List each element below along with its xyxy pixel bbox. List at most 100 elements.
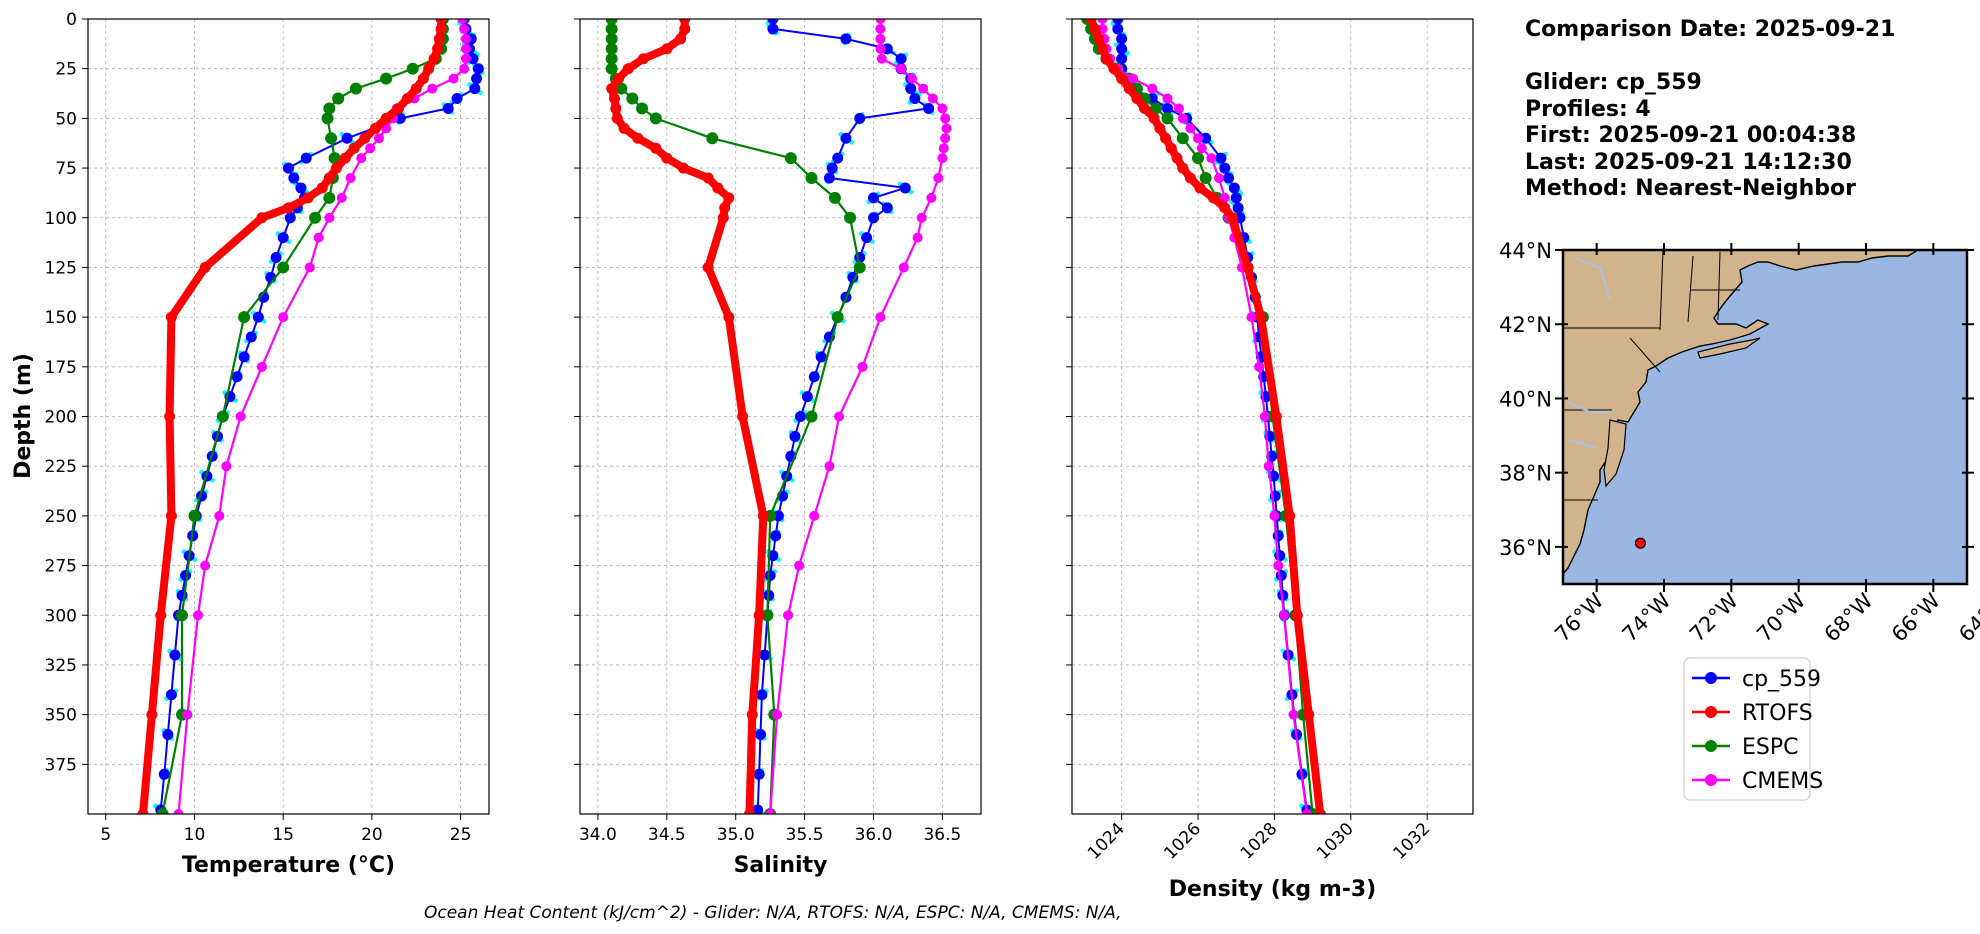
temperature-line-cp_559	[159, 19, 480, 811]
salinity-marker-rtofs	[679, 19, 691, 25]
temperature-marker-cmems	[457, 19, 468, 24]
temperature-marker-rtofs	[164, 411, 176, 422]
salinity-marker-rtofs	[679, 23, 691, 35]
salinity-marker-rtofs	[746, 709, 758, 721]
salinity-marker-cmems	[907, 73, 918, 84]
salinity-marker-cmems	[834, 411, 845, 422]
salinity-marker-cmems	[940, 133, 951, 144]
salinity-marker-cmems	[918, 83, 929, 94]
temperature-marker-cp_559	[158, 768, 170, 780]
salinity-marker-cp_559	[764, 570, 776, 581]
legend-item-espc: ESPC	[1692, 735, 1799, 760]
depth-tick-label: 350	[45, 706, 77, 726]
salinity-marker-cmems	[794, 560, 805, 571]
density-marker-rtofs	[1089, 23, 1101, 35]
salinity-marker-cmems	[772, 709, 783, 720]
salinity-marker-cmems	[933, 173, 944, 183]
density-marker-rtofs	[1255, 311, 1267, 323]
salinity-marker-espc	[761, 609, 774, 622]
density-marker-rtofs	[1139, 102, 1151, 114]
map-lat-label: 40°N	[1499, 387, 1552, 411]
salinity-marker-rtofs	[650, 142, 662, 154]
salinity-xtick-label: 35.0	[717, 825, 755, 845]
temperature-marker-rtofs	[433, 33, 445, 45]
temperature-marker-rtofs	[283, 202, 294, 214]
density-marker-cp_559	[1219, 162, 1231, 174]
salinity-marker-cmems	[875, 312, 886, 323]
map-long-island	[1697, 337, 1761, 359]
salinity-marker-cp_559	[770, 530, 782, 542]
salinity-marker-espc	[626, 92, 639, 105]
temperature-marker-rtofs	[432, 43, 444, 55]
legend-label-rtofs: RTOFS	[1742, 701, 1813, 726]
salinity-marker-rtofs	[702, 261, 714, 273]
map-lat-label: 38°N	[1499, 462, 1552, 486]
map-borders	[1563, 250, 1740, 501]
salinity-xtick-label: 35.5	[786, 825, 824, 845]
profile-panel-salinity: 34.0 34.5 35.0 35.5 36.0 36.5 Salinity	[574, 18, 982, 878]
density-marker-cmems	[1246, 312, 1257, 323]
salinity-xtick-label: 36.0	[855, 825, 893, 845]
salinity-marker-rtofs	[606, 83, 618, 95]
temperature-marker-rtofs	[316, 182, 328, 194]
temperature-marker-rtofs	[165, 311, 177, 323]
temperature-marker-cp_559	[295, 182, 307, 194]
temperature-marker-cmems	[200, 560, 211, 571]
density-marker-rtofs	[1116, 73, 1128, 85]
density-marker-rtofs	[1093, 33, 1105, 45]
temperature-marker-cmems	[324, 212, 335, 223]
temperature-marker-rtofs	[199, 261, 211, 273]
temperature-axis-label: Temperature (°C)	[182, 853, 395, 878]
map-lon-label: 66°W	[1887, 588, 1945, 646]
salinity-axis-label: Salinity	[734, 853, 828, 878]
density-marker-cmems	[1128, 73, 1139, 84]
depth-tick-label: 0	[66, 10, 77, 30]
temperature-marker-cmems	[345, 173, 356, 183]
temperature-marker-cp_559	[284, 212, 296, 224]
map-land	[1563, 250, 1920, 576]
salinity-marker-rtofs	[613, 73, 625, 85]
temperature-marker-cmems	[427, 83, 438, 94]
density-marker-rtofs	[1270, 411, 1282, 422]
salinity-marker-cmems	[926, 192, 937, 203]
depth-tick-label: 50	[55, 109, 77, 129]
salinity-marker-cp_559	[752, 804, 764, 814]
density-marker-rtofs	[1314, 808, 1326, 814]
salinity-marker-cmems	[857, 361, 868, 372]
legend-label-cmems: CMEMS	[1742, 769, 1823, 794]
profile-count: Profiles: 4	[1525, 97, 1651, 122]
density-marker-cp_559	[1232, 202, 1244, 214]
temperature-marker-rtofs	[410, 83, 422, 95]
salinity-line-rtofs	[607, 19, 768, 814]
salinity-marker-espc	[706, 132, 719, 145]
salinity-marker-espc	[853, 261, 866, 274]
salinity-xtick-label: 34.5	[648, 825, 686, 845]
temperature-marker-espc	[309, 211, 322, 224]
depth-tick-label: 225	[45, 457, 77, 477]
map-lon-label: 64°W	[1954, 588, 1980, 646]
density-marker-cp_559	[1200, 132, 1212, 144]
temperature-marker-rtofs	[435, 19, 447, 25]
density-marker-cmems	[1288, 709, 1299, 720]
salinity-marker-cmems	[938, 143, 949, 154]
temperature-xtick-label: 10	[184, 825, 206, 845]
salinity-marker-cp_559	[854, 252, 866, 263]
temperature-marker-espc	[321, 112, 334, 125]
temperature-marker-rtofs	[165, 510, 177, 522]
salinity-marker-cp_559	[759, 649, 771, 661]
depth-tick-label: 75	[55, 159, 77, 179]
first-profile-time: First: 2025-09-21 00:04:38	[1525, 123, 1856, 148]
depth-tick-label: 300	[45, 606, 77, 626]
density-xtick-label: 1024	[1084, 819, 1129, 864]
density-xtick-label: 1030	[1313, 819, 1358, 864]
temperature-marker-espc	[238, 311, 251, 324]
salinity-marker-espc	[605, 62, 618, 75]
salinity-marker-espc	[605, 32, 618, 45]
temperature-marker-cmems	[313, 232, 324, 243]
salinity-marker-cmems	[875, 33, 886, 44]
salinity-marker-cmems	[783, 610, 794, 621]
map-rivers	[1567, 257, 1612, 449]
temperature-marker-cmems	[459, 63, 470, 74]
density-marker-espc	[1176, 132, 1189, 145]
